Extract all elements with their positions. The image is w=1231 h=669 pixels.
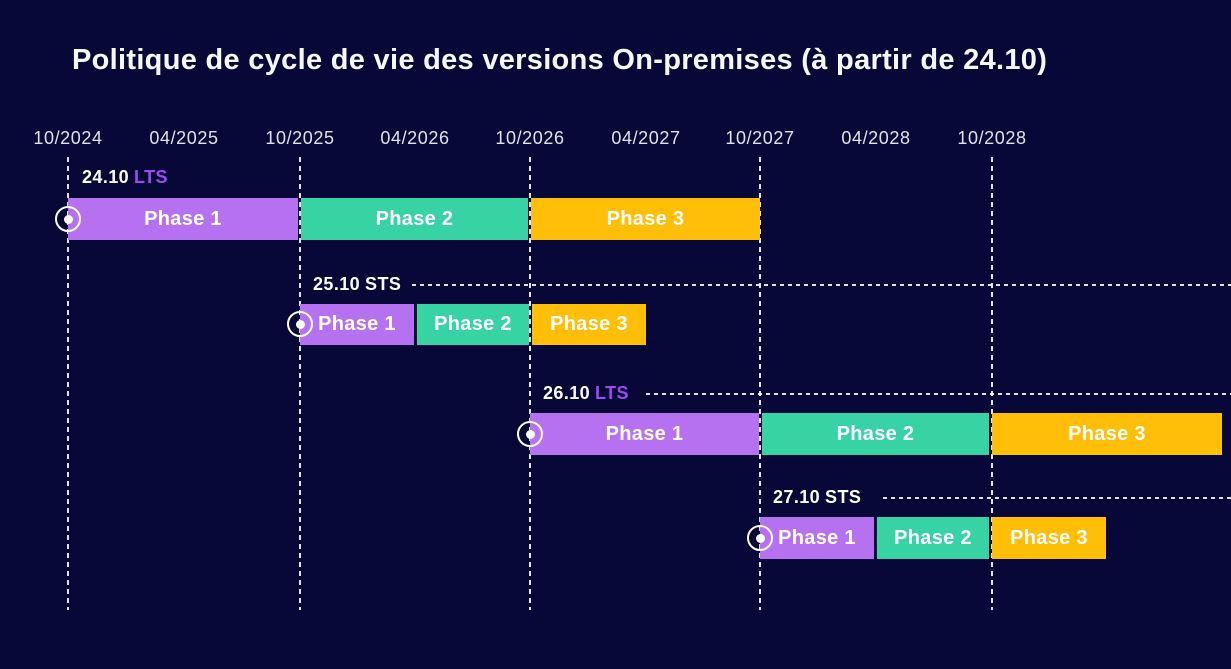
release-start-marker-26-10 xyxy=(517,421,543,447)
gridline-10-2024 xyxy=(67,157,69,610)
bar-label: Phase 1 xyxy=(605,422,684,445)
gridline-10-2026 xyxy=(529,157,531,610)
version-text: 24.10 xyxy=(82,167,130,187)
row-label-25-10: 25.10 STS xyxy=(313,274,401,295)
axis-tick-04-2026: 04/2026 xyxy=(380,128,450,148)
bar-label: Phase 3 xyxy=(1068,422,1146,445)
bar-26-10-phase-1: Phase 1 xyxy=(530,413,759,455)
marker-dot-icon xyxy=(755,533,765,543)
chart-title: Politique de cycle de vie des versions O… xyxy=(72,44,1048,76)
bar-25-10-phase-1: Phase 1 xyxy=(300,304,414,345)
bar-label: Phase 3 xyxy=(606,207,685,230)
version-text: 26.10 xyxy=(543,383,591,403)
gridline-10-2025 xyxy=(299,157,301,610)
marker-dot-icon xyxy=(295,319,305,329)
bar-25-10-phase-3: Phase 3 xyxy=(532,304,646,345)
release-type-badge: LTS xyxy=(595,383,629,403)
marker-dot-icon xyxy=(525,429,535,439)
axis-tick-04-2025: 04/2025 xyxy=(149,128,219,148)
bar-26-10-phase-2: Phase 2 xyxy=(762,413,989,455)
bar-label: Phase 2 xyxy=(894,526,972,549)
release-type-badge: LTS xyxy=(134,167,168,187)
continuation-dashed-line-26-10 xyxy=(646,393,1231,395)
bar-24-10-phase-1: Phase 1 xyxy=(68,198,298,240)
continuation-dashed-line-25-10 xyxy=(412,284,1231,286)
gridline-10-2028 xyxy=(991,157,993,610)
bar-27-10-phase-2: Phase 2 xyxy=(877,517,989,559)
version-text: 25.10 xyxy=(313,274,361,294)
axis-tick-04-2028: 04/2028 xyxy=(841,128,911,148)
release-start-marker-24-10 xyxy=(55,206,81,232)
bar-26-10-phase-3: Phase 3 xyxy=(992,413,1222,455)
axis-tick-10-2025: 10/2025 xyxy=(265,128,335,148)
axis-tick-10-2026: 10/2026 xyxy=(495,128,565,148)
bar-27-10-phase-3: Phase 3 xyxy=(992,517,1106,559)
release-type-badge: STS xyxy=(825,487,862,507)
axis-tick-10-2027: 10/2027 xyxy=(725,128,795,148)
axis-tick-10-2028: 10/2028 xyxy=(957,128,1027,148)
bar-24-10-phase-3: Phase 3 xyxy=(531,198,760,240)
row-label-26-10: 26.10 LTS xyxy=(543,383,629,404)
release-start-marker-25-10 xyxy=(287,311,313,337)
bar-label: Phase 2 xyxy=(375,207,454,230)
bar-label: Phase 1 xyxy=(318,313,396,335)
version-text: 27.10 xyxy=(773,487,821,507)
axis-tick-10-2024: 10/2024 xyxy=(33,128,103,148)
bar-25-10-phase-2: Phase 2 xyxy=(417,304,529,345)
axis-tick-04-2027: 04/2027 xyxy=(611,128,681,148)
bar-label: Phase 3 xyxy=(550,313,628,335)
bar-label: Phase 1 xyxy=(144,207,222,230)
release-type-badge: STS xyxy=(365,274,402,294)
gridline-10-2027 xyxy=(759,157,761,610)
bar-label: Phase 2 xyxy=(836,422,915,445)
release-start-marker-27-10 xyxy=(747,525,773,551)
bar-27-10-phase-1: Phase 1 xyxy=(760,517,874,559)
bar-label: Phase 1 xyxy=(778,526,856,549)
continuation-dashed-line-27-10 xyxy=(883,497,1231,499)
row-label-27-10: 27.10 STS xyxy=(773,487,861,508)
row-label-24-10: 24.10 LTS xyxy=(82,167,168,188)
marker-dot-icon xyxy=(63,214,73,224)
bar-label: Phase 3 xyxy=(1010,526,1088,549)
bar-24-10-phase-2: Phase 2 xyxy=(301,198,528,240)
bar-label: Phase 2 xyxy=(434,313,512,335)
